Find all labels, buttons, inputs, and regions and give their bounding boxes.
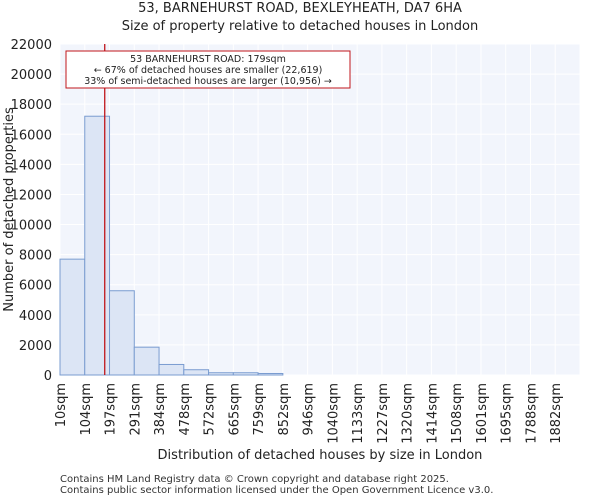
annotation-line-2: ← 67% of detached houses are smaller (22…: [94, 65, 323, 76]
annotation-frame: [65, 50, 351, 89]
x-tick-label: 1882sqm: [549, 383, 564, 444]
y-tick-label: 20000: [11, 68, 52, 83]
y-tick-label: 4000: [19, 309, 52, 324]
bar-384sqm: [158, 363, 185, 376]
x-tick-label: 104sqm: [79, 383, 94, 436]
x-tick-label: 1227sqm: [376, 383, 391, 444]
x-tick-label: 291sqm: [128, 383, 143, 436]
x-tick-label: 1414sqm: [425, 383, 440, 444]
bar-197sqm: [109, 290, 135, 376]
x-tick-label: 1601sqm: [475, 383, 490, 444]
x-tick-label: 946sqm: [302, 383, 317, 436]
plot-area: [60, 44, 580, 375]
y-tick-label: 22000: [11, 38, 52, 53]
bars: [59, 115, 284, 376]
y-tick-label: 10000: [11, 219, 52, 234]
y-tick-label: 16000: [11, 128, 52, 143]
y-tick-label: 12000: [11, 188, 52, 203]
bar-759sqm: [257, 372, 284, 376]
bar-291sqm: [133, 346, 160, 376]
bar-572sqm: [208, 372, 234, 376]
y-axis-ticks: 0 2000 4000 6000 8000 10000 12000 14000 16000 180…: [11, 38, 52, 384]
x-axis-ticks: 10sqm 104sqm 197sqm 291sqm 384sqm 478sqm 572sq…: [54, 383, 564, 444]
y-tick-label: 2000: [19, 339, 52, 354]
x-tick-label: 384sqm: [153, 383, 168, 436]
footer-copyright: Contains HM Land Registry data © Crown c…: [60, 474, 449, 485]
x-tick-label: 197sqm: [104, 383, 119, 436]
x-axis-label: Distribution of detached houses by size …: [158, 448, 483, 463]
bar-665sqm: [232, 372, 259, 376]
chart-title: 53, BARNEHURST ROAD, BEXLEYHEATH, DA7 6H…: [138, 1, 462, 16]
x-tick-label: 1133sqm: [351, 383, 366, 444]
x-tick-label: 759sqm: [252, 383, 267, 436]
y-tick-label: 6000: [19, 279, 52, 294]
annotation-line-3: 33% of semi-detached houses are larger (…: [84, 76, 332, 87]
footer-licence: Contains public sector information licen…: [60, 485, 494, 496]
x-tick-label: 572sqm: [203, 383, 218, 436]
chart-subtitle: Size of property relative to detached ho…: [121, 19, 479, 34]
x-tick-label: 1508sqm: [450, 383, 465, 444]
y-axis-label: Number of detached properties: [2, 107, 17, 312]
bar-104sqm: [84, 115, 111, 376]
x-tick-label: 478sqm: [178, 383, 193, 436]
x-tick-label: 10sqm: [54, 383, 69, 427]
histogram-chart: 0 2000 4000 6000 8000 10000 12000 14000 16000 180…: [2, 38, 581, 463]
y-tick-label: 18000: [11, 98, 52, 113]
bar-10sqm: [59, 258, 86, 376]
annotation-box: 53 BARNEHURST ROAD: 179sqm ← 67% of deta…: [65, 50, 351, 89]
x-tick-label: 1788sqm: [524, 383, 539, 444]
bar-478sqm: [183, 369, 210, 376]
x-tick-label: 852sqm: [277, 383, 292, 436]
annotation-line-1: 53 BARNEHURST ROAD: 179sqm: [130, 54, 286, 65]
y-tick-label: 8000: [19, 249, 52, 264]
y-tick-label: 0: [44, 369, 52, 384]
x-tick-label: 1695sqm: [500, 383, 515, 444]
y-tick-label: 14000: [11, 158, 52, 173]
x-tick-label: 1320sqm: [401, 383, 416, 444]
x-tick-label: 665sqm: [227, 383, 242, 436]
x-tick-label: 1040sqm: [326, 383, 341, 444]
